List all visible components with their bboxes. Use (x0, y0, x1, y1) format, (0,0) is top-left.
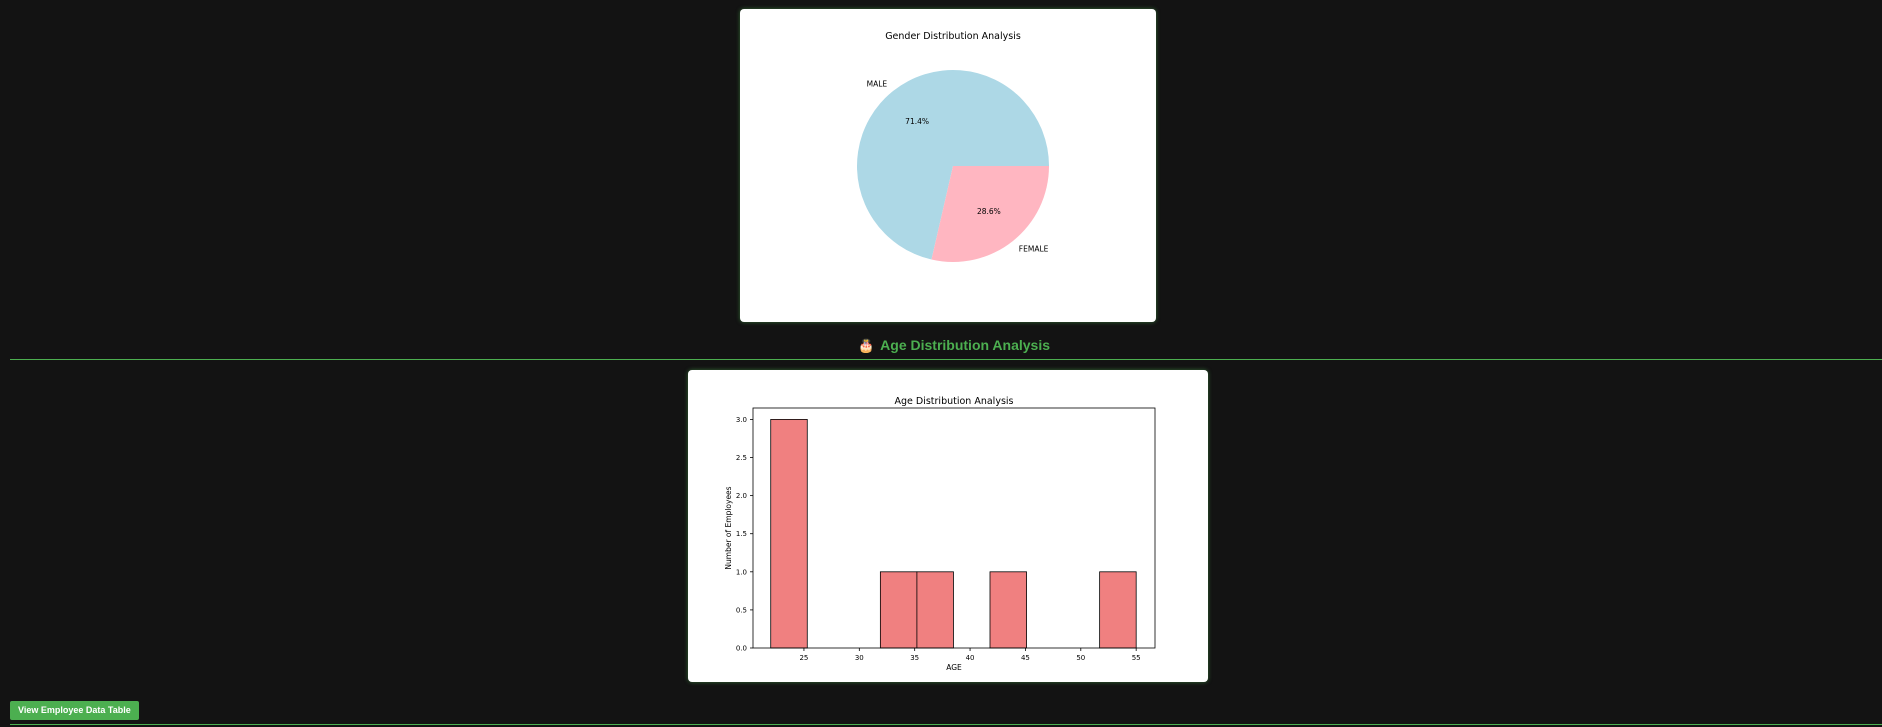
x-tick-label: 45 (1021, 654, 1030, 662)
pie-percent-female: 28.6% (977, 207, 1001, 216)
histogram-bar (770, 419, 808, 649)
pie-slice-female (931, 166, 1049, 262)
pie-percent-male: 71.4% (905, 117, 929, 126)
section-divider (10, 359, 1882, 360)
x-tick-label: 30 (855, 654, 864, 662)
y-tick-label: 0.5 (736, 606, 747, 614)
y-tick-label: 1.0 (736, 568, 747, 576)
x-tick-label: 35 (910, 654, 919, 662)
x-tick-label: 50 (1076, 654, 1085, 662)
x-tick-label: 25 (799, 654, 808, 662)
x-axis-label: AGE (946, 663, 962, 672)
view-employee-table-button[interactable]: View Employee Data Table (10, 701, 139, 720)
x-tick-label: 40 (966, 654, 975, 662)
cake-icon: 🎂 (857, 338, 875, 353)
x-tick-label: 55 (1132, 654, 1141, 662)
bottom-divider (10, 724, 1882, 725)
y-tick-label: 1.5 (736, 530, 747, 538)
age-histogram: Age Distribution Analysis 25 30 35 40 45 50 55… (724, 396, 1156, 672)
age-chart-title: Age Distribution Analysis (895, 396, 1014, 407)
pie-label-male: MALE (867, 79, 888, 88)
histogram-bar (916, 571, 954, 649)
pie-label-female: FEMALE (1019, 245, 1049, 254)
plot-frame (752, 407, 1156, 649)
y-tick-label: 2.0 (736, 492, 747, 500)
gender-chart-card: Gender Distribution Analysis MALE 71.4% FE… (740, 9, 1156, 322)
histogram-bar (989, 571, 1027, 649)
histogram-bar (1099, 571, 1137, 649)
y-tick-label: 0.0 (736, 645, 747, 653)
y-tick-label: 3.0 (736, 416, 747, 424)
gender-chart-title: Gender Distribution Analysis (885, 31, 1021, 42)
age-chart-card: Age Distribution Analysis 25 30 35 40 45 50 55… (688, 370, 1208, 682)
gender-pie-chart: Gender Distribution Analysis MALE 71.4% FE… (857, 31, 1049, 262)
y-axis-label: Number of Employees (724, 486, 733, 569)
y-tick-label: 2.5 (736, 454, 747, 462)
age-section-heading: 🎂 Age Distribution Analysis (10, 337, 1882, 354)
histogram-bar (879, 571, 918, 649)
pie-slice-male (857, 69, 1049, 260)
age-section-title: Age Distribution Analysis (880, 337, 1051, 353)
